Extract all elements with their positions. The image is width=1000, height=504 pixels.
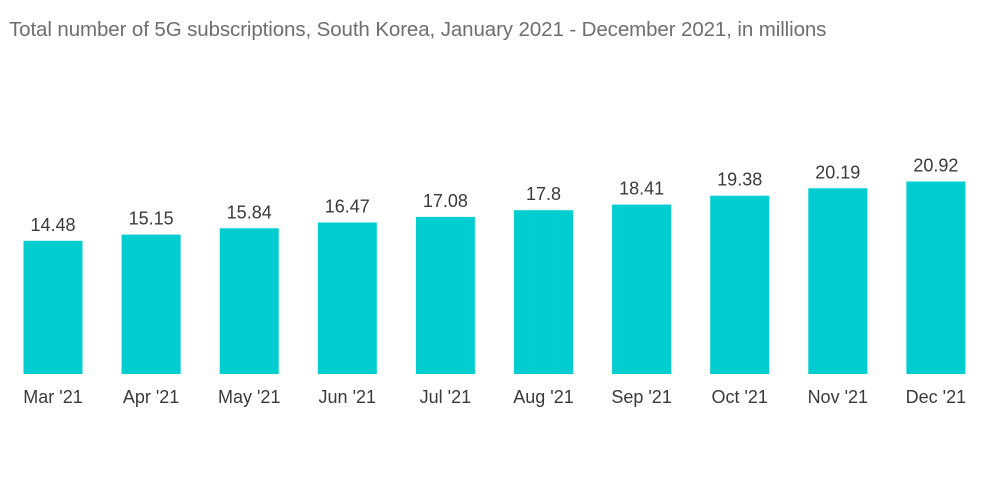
- x-tick-label: Sep '21: [611, 387, 672, 407]
- x-tick-label: Aug '21: [513, 387, 574, 407]
- bar-value-label: 15.84: [227, 202, 272, 222]
- x-tick-label: Oct '21: [711, 387, 767, 407]
- bar: [121, 234, 181, 374]
- bar-value-label: 15.15: [129, 209, 174, 229]
- x-tick-label: Jun '21: [319, 387, 376, 407]
- x-tick-label: Nov '21: [808, 387, 868, 407]
- bar-value-label: 19.38: [717, 170, 762, 190]
- bar: [514, 210, 573, 374]
- bar: [415, 216, 475, 374]
- x-axis-ticks: Mar '21 Apr '21 May '21 Jun '21 Jul '21 Aug '…: [23, 387, 966, 407]
- bar: [23, 240, 83, 374]
- bar: [219, 228, 279, 374]
- bar: [906, 181, 966, 374]
- bar: [317, 222, 377, 374]
- bar: [710, 195, 770, 374]
- bar-value-label: 17.08: [423, 191, 468, 211]
- bar-value-label: 17.8: [526, 184, 561, 204]
- bar-value-label: 20.19: [815, 162, 860, 182]
- x-tick-label: May '21: [218, 387, 280, 407]
- bar-value-label: 20.92: [913, 156, 958, 176]
- x-tick-label: Jul '21: [420, 387, 471, 407]
- bar-value-label: 16.47: [325, 197, 370, 217]
- bar: [808, 188, 868, 374]
- chart-title: Total number of 5G subscriptions, South …: [9, 18, 827, 41]
- x-tick-label: Mar '21: [23, 387, 82, 407]
- bars-group: [23, 181, 966, 374]
- bar-value-label: 18.41: [619, 179, 664, 199]
- bar-value-label: 14.48: [30, 215, 75, 235]
- value-labels-group: 14.48 15.15 15.84 16.47 17.08 17.8 18.41 19.38 2…: [30, 156, 958, 235]
- x-tick-label: Dec '21: [906, 387, 966, 407]
- x-tick-label: Apr '21: [123, 387, 179, 407]
- bar: [612, 204, 672, 374]
